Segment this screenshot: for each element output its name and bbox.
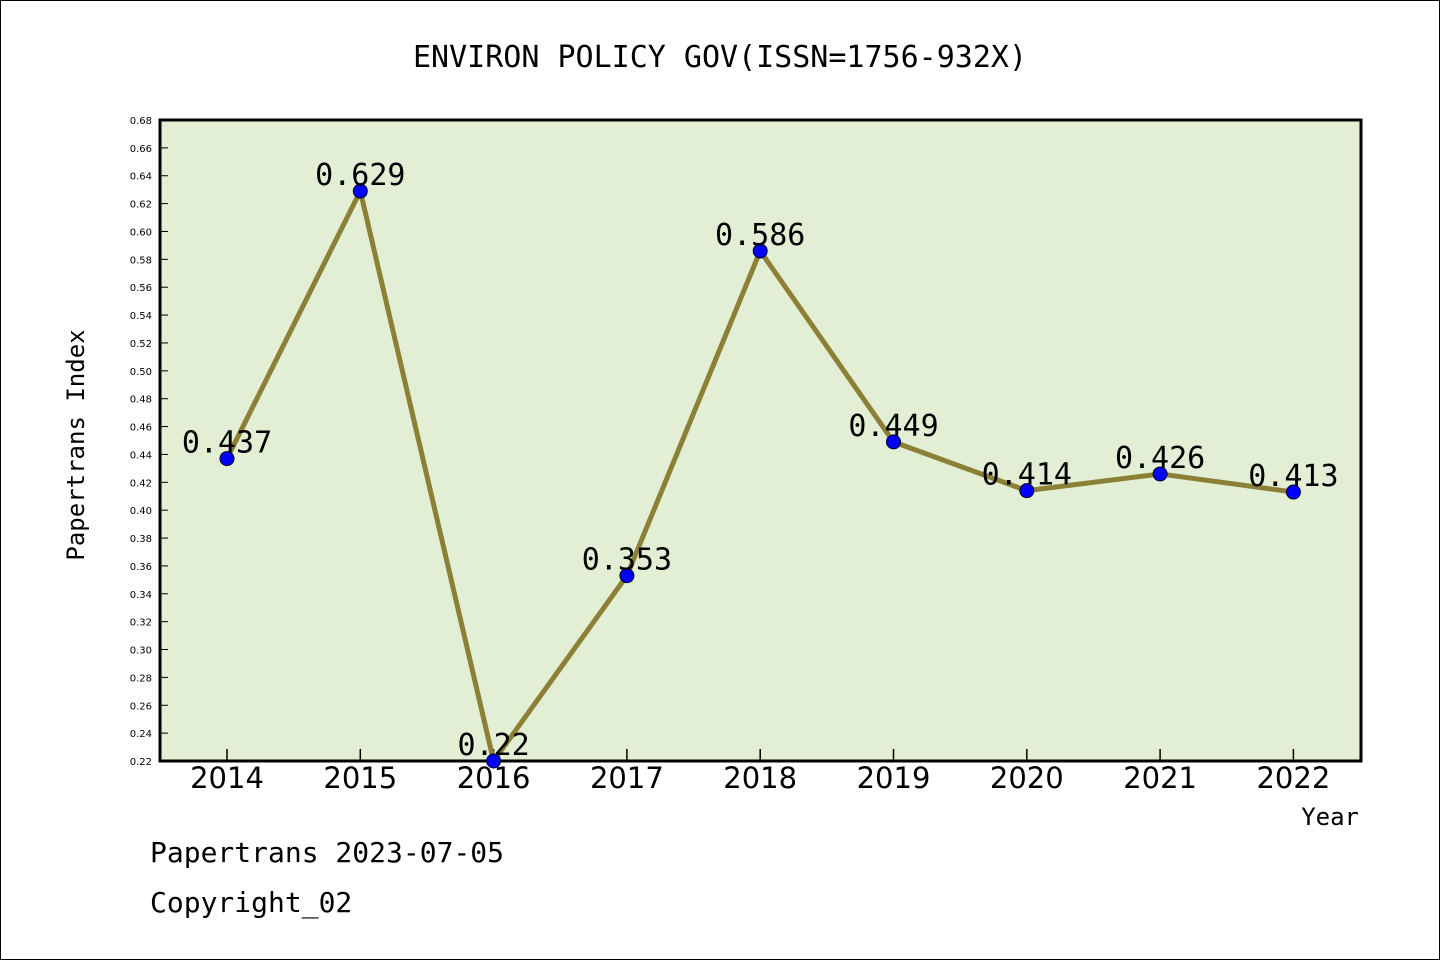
x-tick-label: 2022: [1256, 761, 1330, 795]
x-axis: 2014 2015 2016 2017 2018 2019 2020 2021 2022: [190, 749, 1330, 795]
data-label: 0.437: [182, 426, 272, 461]
footer-copyright: Copyright_02: [150, 886, 353, 919]
data-label: 0.586: [715, 218, 805, 253]
data-point: [886, 434, 901, 450]
data-label: 0.629: [315, 158, 405, 193]
data-label: 0.22: [457, 728, 529, 763]
y-tick-label: 0.30: [130, 646, 152, 657]
x-axis-label: Year: [1301, 803, 1359, 831]
x-tick-label: 2017: [590, 761, 664, 795]
y-tick-label: 0.32: [130, 618, 152, 629]
y-tick-label: 0.42: [130, 478, 152, 489]
footer-date: Papertrans 2023-07-05: [150, 836, 505, 869]
y-tick-label: 0.54: [130, 311, 152, 322]
y-tick-label: 0.26: [130, 701, 152, 712]
data-label: 0.353: [582, 543, 672, 578]
y-tick-label: 0.46: [130, 423, 152, 434]
data-point: [486, 753, 502, 769]
y-tick-label: 0.38: [130, 534, 152, 545]
y-tick-label: 0.68: [130, 116, 152, 127]
y-tick-label: 0.58: [130, 255, 152, 266]
data-label: 0.414: [982, 458, 1072, 493]
data-point: [619, 568, 635, 584]
plot-area: [158, 118, 1363, 763]
data-label: 0.449: [848, 409, 938, 444]
y-tick-label: 0.60: [130, 227, 152, 238]
y-axis-label: Papertrans Index: [62, 329, 90, 560]
y-tick-label: 0.52: [130, 339, 152, 350]
y-tick-label: 0.62: [130, 200, 152, 211]
data-point: [1019, 483, 1035, 499]
y-tick-label: 0.36: [130, 562, 152, 573]
data-point: [1152, 466, 1168, 482]
y-tick-label: 0.48: [130, 395, 152, 406]
x-tick-label: 2021: [1123, 761, 1197, 795]
y-tick-label: 0.64: [130, 172, 152, 183]
data-point: [219, 451, 235, 467]
y-tick-label: 0.34: [130, 590, 152, 601]
y-tick-label: 0.56: [130, 283, 152, 294]
y-tick-label: 0.40: [130, 506, 152, 517]
y-tick-label: 0.44: [130, 450, 152, 461]
data-point: [752, 243, 768, 259]
y-tick-label: 0.50: [130, 367, 152, 378]
y-tick-label: 0.24: [130, 729, 152, 740]
x-tick-label: 2019: [857, 761, 931, 795]
y-axis: 0.22 0.24 0.26 0.28 0.30 0.32 0.34 0.36 0.38 0.40…: [130, 116, 168, 768]
data-label: 0.426: [1115, 441, 1205, 476]
data-point: [1285, 484, 1301, 500]
data-label: 0.413: [1248, 459, 1338, 494]
data-labels: 0.437 0.629 0.22 0.353 0.586 0.449 0.414 0.426 0…: [182, 158, 1339, 763]
x-tick-label: 2014: [190, 761, 264, 795]
y-tick-label: 0.28: [130, 673, 152, 684]
data-points: [219, 183, 1301, 769]
x-tick-label: 2015: [323, 761, 397, 795]
data-point: [352, 183, 368, 199]
x-tick-label: 2018: [723, 761, 797, 795]
y-tick-label: 0.66: [130, 144, 152, 155]
chart-title: ENVIRON POLICY GOV(ISSN=1756-932X): [413, 40, 1027, 75]
x-tick-label: 2020: [990, 761, 1064, 795]
y-tick-label: 0.22: [130, 757, 152, 768]
